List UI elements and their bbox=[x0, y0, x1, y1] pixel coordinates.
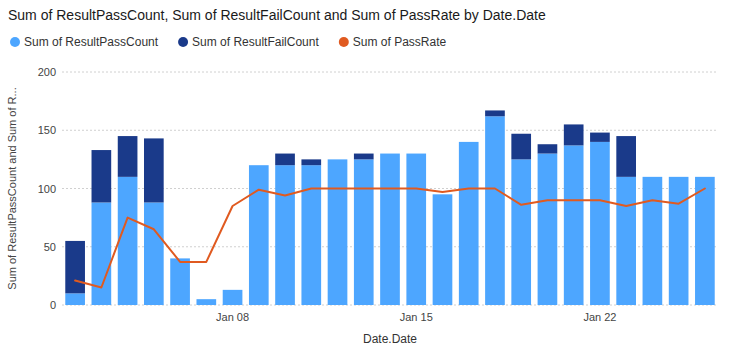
bar bbox=[118, 136, 138, 177]
x-tick-label: Jan 08 bbox=[216, 311, 249, 323]
bar bbox=[669, 177, 689, 305]
bar-series bbox=[65, 116, 714, 305]
bar bbox=[301, 159, 321, 165]
legend-swatch bbox=[178, 37, 188, 47]
bar bbox=[170, 258, 190, 259]
y-tick-label: 0 bbox=[50, 299, 56, 311]
bar bbox=[328, 159, 348, 160]
x-axis: Jan 08 Jan 15 Jan 22 bbox=[216, 311, 616, 323]
bar bbox=[616, 136, 636, 177]
bar bbox=[590, 133, 610, 142]
legend-label: Sum of ResultFailCount bbox=[192, 35, 319, 49]
bar bbox=[380, 153, 400, 154]
y-tick-label: 150 bbox=[38, 124, 56, 136]
y-tick-label: 50 bbox=[44, 241, 56, 253]
bar bbox=[249, 165, 269, 166]
bar bbox=[616, 177, 636, 305]
bar bbox=[538, 154, 558, 305]
bar bbox=[118, 177, 138, 305]
grid-line bbox=[62, 72, 718, 73]
bar bbox=[433, 194, 453, 305]
bar bbox=[249, 165, 269, 305]
bar bbox=[275, 165, 295, 305]
bar bbox=[485, 110, 505, 116]
legend-item: Sum of ResultPassCount bbox=[10, 35, 159, 49]
background bbox=[0, 0, 738, 351]
bar bbox=[354, 154, 374, 160]
plot-area bbox=[65, 110, 714, 305]
bar bbox=[223, 290, 243, 305]
bar bbox=[643, 176, 663, 177]
bar bbox=[144, 138, 164, 202]
bar bbox=[354, 159, 374, 305]
bar bbox=[511, 134, 531, 160]
bar bbox=[406, 153, 426, 154]
bar bbox=[511, 159, 531, 305]
bar bbox=[669, 176, 689, 177]
legend-label: Sum of ResultPassCount bbox=[24, 35, 159, 49]
bar bbox=[196, 299, 216, 305]
bar bbox=[459, 142, 479, 305]
x-axis-label: Date.Date bbox=[363, 332, 417, 346]
legend-item: Sum of ResultFailCount bbox=[178, 35, 319, 49]
chart-title: Sum of ResultPassCount, Sum of ResultFai… bbox=[8, 7, 546, 23]
y-axis: 0 50 100 150 200 bbox=[38, 66, 718, 311]
bar bbox=[275, 154, 295, 166]
x-tick-label: Jan 22 bbox=[583, 311, 616, 323]
line bbox=[75, 189, 705, 288]
bar bbox=[406, 154, 426, 305]
bar bbox=[380, 154, 400, 305]
y-axis-label: Sum of ResultPassCount and Sum of R... bbox=[6, 87, 18, 289]
bar bbox=[564, 124, 584, 145]
bar bbox=[695, 177, 715, 305]
bar bbox=[695, 176, 715, 177]
bar bbox=[144, 202, 164, 305]
bar bbox=[564, 145, 584, 305]
bar bbox=[223, 289, 243, 290]
bar bbox=[328, 159, 348, 305]
legend-swatch bbox=[10, 37, 20, 47]
bar bbox=[92, 150, 112, 202]
y-tick-label: 100 bbox=[38, 183, 56, 195]
bar bbox=[485, 116, 505, 305]
legend-item: Sum of PassRate bbox=[339, 35, 447, 49]
bar bbox=[433, 194, 453, 195]
bar bbox=[301, 165, 321, 305]
x-tick-label: Jan 15 bbox=[400, 311, 433, 323]
legend-label: Sum of PassRate bbox=[353, 35, 447, 49]
legend: Sum of ResultPassCount Sum of ResultFailC… bbox=[10, 35, 446, 49]
bar bbox=[590, 142, 610, 305]
legend-swatch bbox=[339, 37, 349, 47]
bar-series bbox=[65, 110, 636, 293]
bar bbox=[65, 241, 85, 293]
bar bbox=[92, 202, 112, 305]
grid-line bbox=[62, 130, 718, 131]
y-tick-label: 200 bbox=[38, 66, 56, 78]
bar bbox=[459, 141, 479, 142]
bar bbox=[538, 144, 558, 153]
bar bbox=[196, 299, 216, 300]
chart-svg: Sum of ResultPassCount, Sum of ResultFai… bbox=[0, 0, 738, 351]
bar bbox=[65, 293, 85, 305]
bar bbox=[643, 177, 663, 305]
bar bbox=[170, 258, 190, 305]
